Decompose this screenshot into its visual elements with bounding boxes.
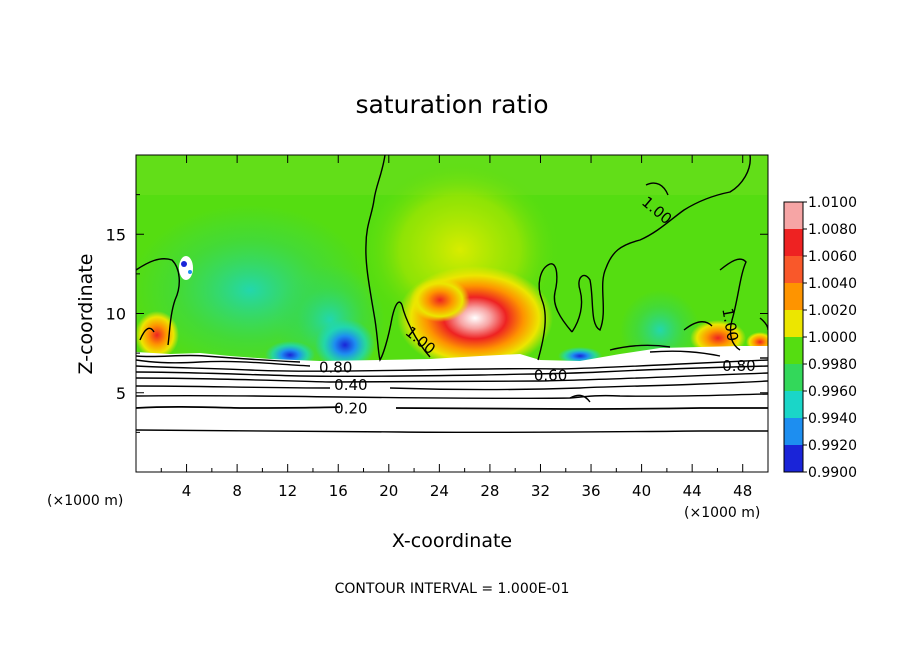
x-tick-label: 8	[232, 482, 242, 500]
colorbar-label: 1.0060	[808, 249, 857, 265]
field-feature	[179, 256, 193, 280]
contour-line-1.00	[136, 258, 180, 346]
colorbar-segment	[784, 418, 803, 446]
x-tick-label: 12	[278, 482, 297, 500]
contour-line-1.00	[571, 155, 751, 333]
colorbar-label: 1.0020	[808, 303, 857, 319]
x-tick-label: 36	[581, 482, 600, 500]
colorbar: 1.0100 1.0080 1.0060 1.0040 1.0020 1.0000 0.99…	[783, 195, 857, 481]
colorbar-segment	[784, 283, 803, 311]
y-axis-title: Z-coordinate	[75, 254, 97, 375]
colorbar-segment	[784, 310, 803, 338]
colorbar-label: 0.9900	[808, 465, 857, 481]
field-orange-region	[136, 311, 179, 359]
x-tick-label: 28	[480, 482, 499, 500]
colorbar-segment	[784, 364, 803, 392]
field-feature	[188, 270, 192, 274]
contour-line-1.00	[365, 155, 403, 362]
contour-line-0.50	[136, 372, 768, 383]
contour-line-1.00	[401, 304, 431, 358]
contour-line-1.00	[719, 258, 747, 351]
contour-line-0.30	[136, 393, 768, 400]
colorbar-label: 0.9920	[808, 438, 857, 454]
contour-line-0.60	[136, 365, 768, 378]
y-tick-label: 5	[116, 384, 126, 403]
contour-line-1.00	[645, 182, 669, 196]
contour-line-0.80	[136, 354, 301, 363]
contour-label: 0.40	[334, 376, 367, 394]
field-red-region	[410, 278, 470, 322]
x-axis-title: X-coordinate	[392, 530, 512, 552]
contour-line-1.00	[139, 327, 155, 341]
colorbar-label: 1.0040	[808, 276, 857, 292]
colorbar-segment	[784, 202, 803, 230]
contour-label: 0.60	[534, 366, 567, 384]
x-tick-label: 40	[632, 482, 651, 500]
field-red-region	[397, 266, 553, 370]
x-tick-label: 48	[733, 482, 752, 500]
contour-line-0.20	[136, 405, 768, 410]
contour-label: 0.80	[722, 357, 755, 375]
colorbar-label: 1.0100	[808, 195, 857, 211]
contour-label: 0.80	[319, 358, 352, 376]
colorbar-segment	[784, 445, 803, 473]
plot-area	[136, 155, 768, 472]
x-tick-label: 16	[329, 482, 348, 500]
contour-line-terrain	[569, 394, 591, 403]
colorbar-segment	[784, 256, 803, 284]
colorbar-label: 0.9980	[808, 357, 857, 373]
x-tick-label: 4	[182, 482, 192, 500]
x-tick-label: 20	[379, 482, 398, 500]
x-tick-label: 24	[430, 482, 449, 500]
y-tick-label: 10	[106, 305, 126, 324]
x-axis-ticks: 4 8 12 16 20 24 28 32 36 40 44 48	[160, 155, 752, 500]
colorbar-segment	[784, 337, 803, 365]
contour-line-1.00	[537, 263, 573, 361]
contour-line-terrain	[609, 344, 671, 351]
contour-line-0.80	[136, 359, 311, 367]
x-unit-label-left: (×1000 m)	[47, 493, 123, 509]
colorbar-label: 0.9960	[808, 384, 857, 400]
contour-line-0.70	[136, 359, 768, 372]
contour-label: 0.20	[334, 400, 367, 418]
chart-title: saturation ratio	[355, 90, 548, 119]
contour-lines	[136, 155, 768, 434]
y-axis-ticks: 5 10 15	[106, 194, 768, 433]
contour-line-1.00	[683, 320, 713, 331]
contour-line-0.80	[649, 350, 721, 357]
field-feature	[181, 261, 187, 267]
contour-interval-note: CONTOUR INTERVAL = 1.000E-01	[335, 581, 570, 597]
colorbar-segment	[784, 391, 803, 419]
contour-label: 1.00	[718, 307, 742, 343]
x-unit-label-right: (×1000 m)	[684, 505, 760, 521]
contour-line-0.10	[136, 429, 768, 434]
colorbar-label: 1.0080	[808, 222, 857, 238]
field-blue-region	[315, 319, 375, 371]
x-tick-label: 32	[531, 482, 550, 500]
colorbar-label: 0.9940	[808, 411, 857, 427]
contour-line-0.40	[136, 380, 768, 391]
y-tick-label: 15	[106, 225, 126, 244]
colorbar-segment	[784, 229, 803, 257]
x-tick-label: 44	[683, 482, 702, 500]
colorbar-label: 1.0000	[808, 330, 857, 346]
contour-labels: 1.001.00 1.000.80 0.600.800.400.20	[319, 193, 756, 418]
